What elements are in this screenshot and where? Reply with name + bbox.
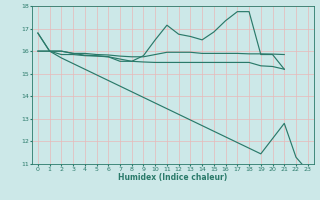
X-axis label: Humidex (Indice chaleur): Humidex (Indice chaleur)	[118, 173, 228, 182]
